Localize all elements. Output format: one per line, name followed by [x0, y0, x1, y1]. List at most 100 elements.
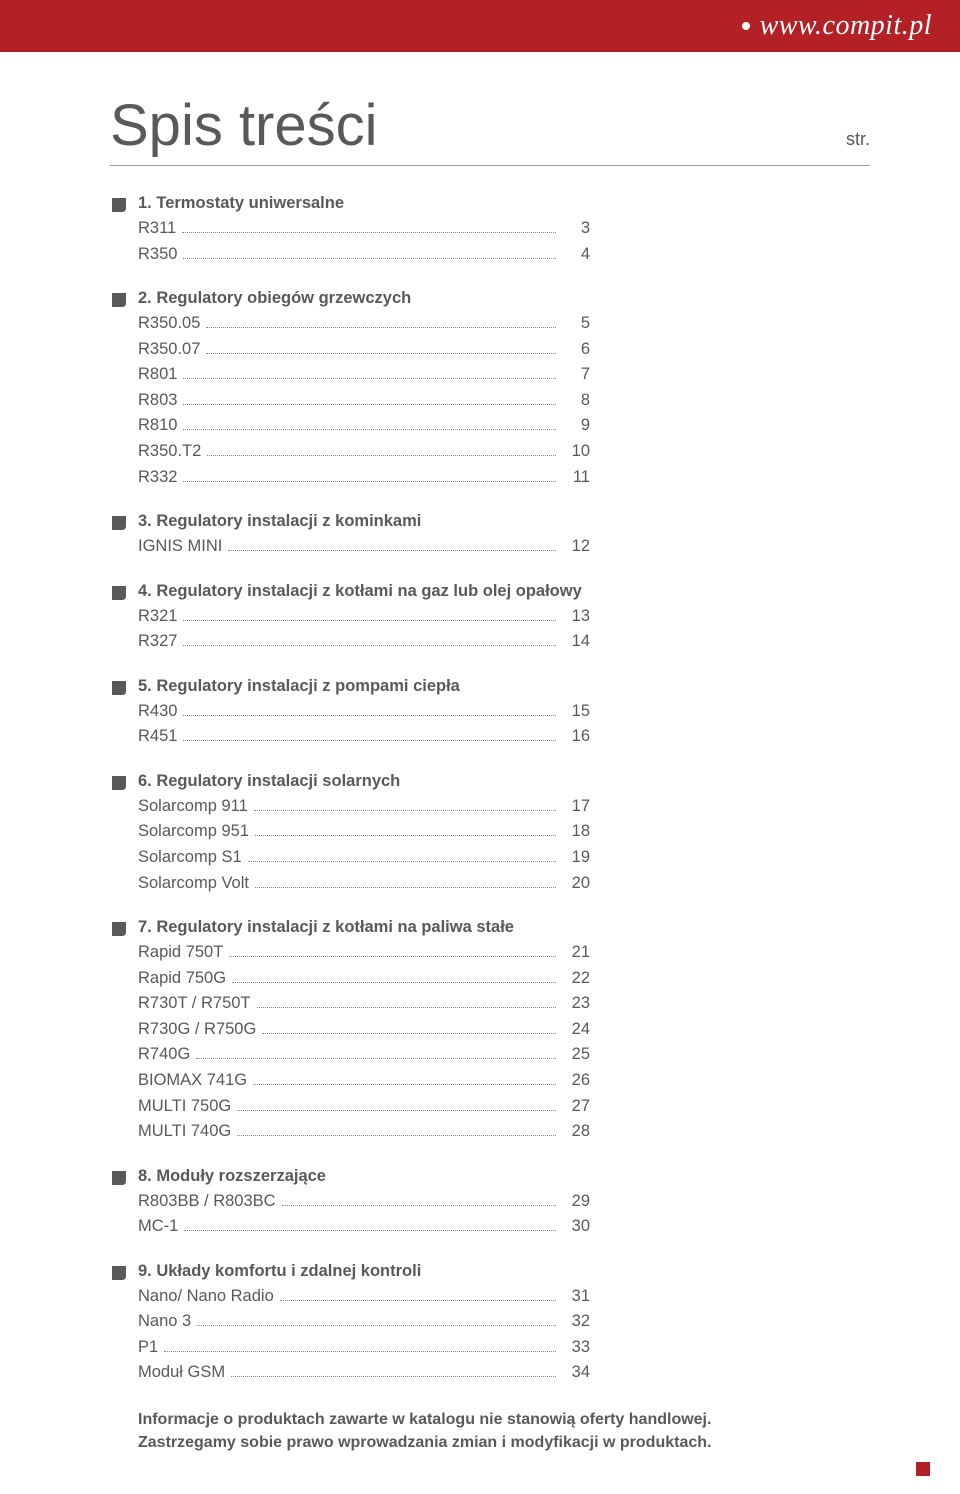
entry-label: P1: [138, 1335, 158, 1361]
entry-label: R801: [138, 362, 177, 388]
section-entries: IGNIS MINI 12: [138, 534, 590, 560]
toc-entry: Nano/ Nano Radio31: [138, 1284, 590, 1310]
entry-page: 24: [562, 1017, 590, 1043]
section-title: 3. Regulatory instalacji z kominkami: [138, 512, 421, 531]
entry-label: Solarcomp 951: [138, 819, 249, 845]
entry-label: R451: [138, 724, 177, 750]
section-bullet-icon: [110, 679, 128, 697]
section-title: 9. Układy komfortu i zdalnej kontroli: [138, 1262, 421, 1281]
leader-dots: [183, 244, 556, 259]
entry-label: Nano 3: [138, 1309, 191, 1335]
toc-entry: R430 15: [138, 699, 590, 725]
entry-label: R311: [138, 216, 176, 242]
entry-page: 16: [562, 724, 590, 750]
toc-entry: Solarcomp Volt20: [138, 871, 590, 897]
section-title: 5. Regulatory instalacji z pompami ciepł…: [138, 677, 460, 696]
entry-page: 33: [562, 1335, 590, 1361]
leader-dots: [228, 536, 556, 551]
toc-entry: R8017: [138, 362, 590, 388]
title-row: Spis treści str.: [110, 92, 870, 166]
toc-entry: MULTI 750G27: [138, 1094, 590, 1120]
entry-label: Rapid 750G: [138, 966, 226, 992]
section-title: 4. Regulatory instalacji z kotłami na ga…: [138, 582, 582, 601]
leader-dots: [248, 847, 556, 862]
entry-page: 31: [562, 1284, 590, 1310]
toc-section: 6. Regulatory instalacji solarnych Solarc…: [110, 772, 870, 896]
leader-dots: [282, 1191, 556, 1206]
section-header: 5. Regulatory instalacji z pompami ciepł…: [110, 677, 870, 697]
leader-dots: [182, 218, 556, 233]
section-header: 2. Regulatory obiegów grzewczych: [110, 289, 870, 309]
section-title: 7. Regulatory instalacji z kotłami na pa…: [138, 918, 514, 937]
toc-entry: R33211: [138, 465, 590, 491]
section-header: 3. Regulatory instalacji z kominkami: [110, 512, 870, 532]
entry-page: 29: [562, 1189, 590, 1215]
toc-entry: Moduł GSM34: [138, 1360, 590, 1386]
toc-entry: Rapid 750G22: [138, 966, 590, 992]
entry-label: R430: [138, 699, 177, 725]
entry-label: R350: [138, 242, 177, 268]
entry-label: R332: [138, 465, 177, 491]
entries-wrap: R3113R350 4: [110, 216, 590, 267]
section-header: 4. Regulatory instalacji z kotłami na ga…: [110, 582, 870, 602]
disclaimer-line-1: Informacje o produktach zawarte w katalo…: [138, 1408, 870, 1431]
entry-page: 6: [562, 337, 590, 363]
entry-page: 21: [562, 940, 590, 966]
section-entries: R3113R350 4: [138, 216, 590, 267]
leader-dots: [183, 631, 556, 646]
entry-label: MULTI 750G: [138, 1094, 231, 1120]
disclaimer-line-2: Zastrzegamy sobie prawo wprowadzania zmi…: [138, 1431, 870, 1454]
leader-dots: [229, 942, 556, 957]
leader-dots: [183, 467, 556, 482]
toc-entry: R730G / R750G 24: [138, 1017, 590, 1043]
section-title: 6. Regulatory instalacji solarnych: [138, 772, 400, 791]
header-url: www.compit.pl: [760, 10, 932, 42]
entry-page: 10: [562, 439, 590, 465]
entry-label: R730G / R750G: [138, 1017, 256, 1043]
toc-section: 2. Regulatory obiegów grzewczychR350.055…: [110, 289, 870, 490]
toc-entry: Solarcomp S119: [138, 845, 590, 871]
entry-label: R803: [138, 388, 177, 414]
toc-entry: R8038: [138, 388, 590, 414]
section-entries: R350.055R350.076R8017R8038R8109R350.T210…: [138, 311, 590, 490]
entries-wrap: IGNIS MINI 12: [110, 534, 590, 560]
toc-entry: Nano 332: [138, 1309, 590, 1335]
leader-dots: [183, 606, 556, 621]
leader-dots: [183, 364, 556, 379]
toc-entry: R740G 25: [138, 1042, 590, 1068]
toc-entry: MULTI 740G28: [138, 1119, 590, 1145]
leader-dots: [257, 993, 556, 1008]
entry-page: 15: [562, 699, 590, 725]
leader-dots: [255, 822, 556, 837]
toc-section: 9. Układy komfortu i zdalnej kontroli Nan…: [110, 1262, 870, 1386]
entry-page: 12: [562, 534, 590, 560]
toc-entry: R3113: [138, 216, 590, 242]
entry-page: 17: [562, 794, 590, 820]
entries-wrap: R350.055R350.076R8017R8038R8109R350.T210…: [110, 311, 590, 490]
section-entries: R32113R32714: [138, 604, 590, 655]
section-title: 8. Moduły rozszerzające: [138, 1167, 326, 1186]
section-entries: Solarcomp 91117Solarcomp 95118Solarcomp …: [138, 794, 590, 896]
section-bullet-icon: [110, 920, 128, 938]
entry-label: Solarcomp 911: [138, 794, 248, 820]
leader-dots: [232, 968, 556, 983]
entry-label: IGNIS MINI: [138, 534, 222, 560]
entry-label: BIOMAX 741G: [138, 1068, 247, 1094]
entry-label: R740G: [138, 1042, 190, 1068]
entry-page: 25: [562, 1042, 590, 1068]
entry-label: R350.07: [138, 337, 200, 363]
leader-dots: [183, 416, 556, 431]
entry-label: R327: [138, 629, 177, 655]
entry-label: Moduł GSM: [138, 1360, 225, 1386]
toc-section: 8. Moduły rozszerzająceR803BB / R803BC29…: [110, 1167, 870, 1240]
leader-dots: [231, 1363, 556, 1378]
leader-dots: [255, 873, 556, 888]
toc-entry: R32113: [138, 604, 590, 630]
entry-page: 4: [562, 242, 590, 268]
toc-section: 1. Termostaty uniwersalneR3113R3504: [110, 194, 870, 267]
leader-dots: [196, 1045, 556, 1060]
entry-page: 23: [562, 991, 590, 1017]
page-column-label: str.: [846, 129, 870, 150]
toc-entry: R350.T210: [138, 439, 590, 465]
section-bullet-icon: [110, 514, 128, 532]
